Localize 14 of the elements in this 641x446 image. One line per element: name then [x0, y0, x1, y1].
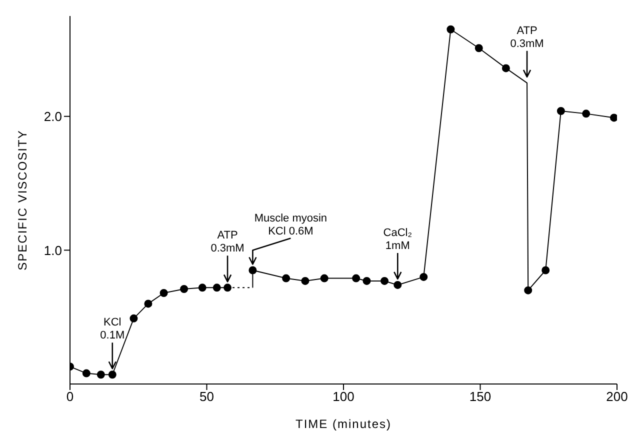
- annotation: KCl 0.1M: [100, 316, 125, 342]
- annotation: CaCl₂ 1mM: [383, 226, 412, 252]
- y-axis-title: SPECIFIC VISCOSITY: [15, 130, 30, 270]
- y-tick-label: 1.0: [44, 242, 62, 258]
- x-tick-label: 50: [200, 389, 214, 404]
- y-tick-label: 2.0: [44, 108, 62, 124]
- x-tick-label: 100: [332, 389, 354, 404]
- annotation: ATP 0.3mM: [210, 230, 244, 255]
- x-axis-title: TIME (minutes): [295, 417, 392, 431]
- x-tick-label: 150: [469, 389, 492, 404]
- x-tick-label: 0: [66, 389, 74, 404]
- annotation: ATP 0.3mM: [510, 24, 544, 50]
- x-tick-label: 200: [606, 389, 628, 404]
- annotation: Muscle myosin KCl 0.6M: [254, 212, 328, 238]
